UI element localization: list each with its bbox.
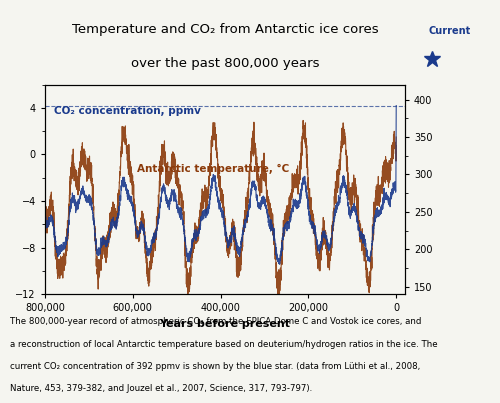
Text: Temperature and CO₂ from Antarctic ice cores: Temperature and CO₂ from Antarctic ice c…	[72, 23, 378, 36]
Text: Nature, 453, 379-382, and Jouzel et al., 2007, Science, 317, 793-797).: Nature, 453, 379-382, and Jouzel et al.,…	[10, 384, 312, 393]
Text: current CO₂ concentration of 392 ppmv is shown by the blue star. (data from Lüth: current CO₂ concentration of 392 ppmv is…	[10, 362, 420, 371]
Text: CO₂ concentration, ppmv: CO₂ concentration, ppmv	[54, 106, 201, 116]
X-axis label: Years before present: Years before present	[160, 319, 290, 329]
Text: The 800,000-year record of atmospheric CO₂ from the EPICA Dome C and Vostok ice : The 800,000-year record of atmospheric C…	[10, 318, 422, 326]
Text: Current: Current	[429, 26, 471, 36]
Text: a reconstruction of local Antarctic temperature based on deuterium/hydrogen rati: a reconstruction of local Antarctic temp…	[10, 339, 438, 349]
Text: over the past 800,000 years: over the past 800,000 years	[130, 57, 320, 70]
Text: Antarctic temperature, °C: Antarctic temperature, °C	[137, 164, 290, 174]
